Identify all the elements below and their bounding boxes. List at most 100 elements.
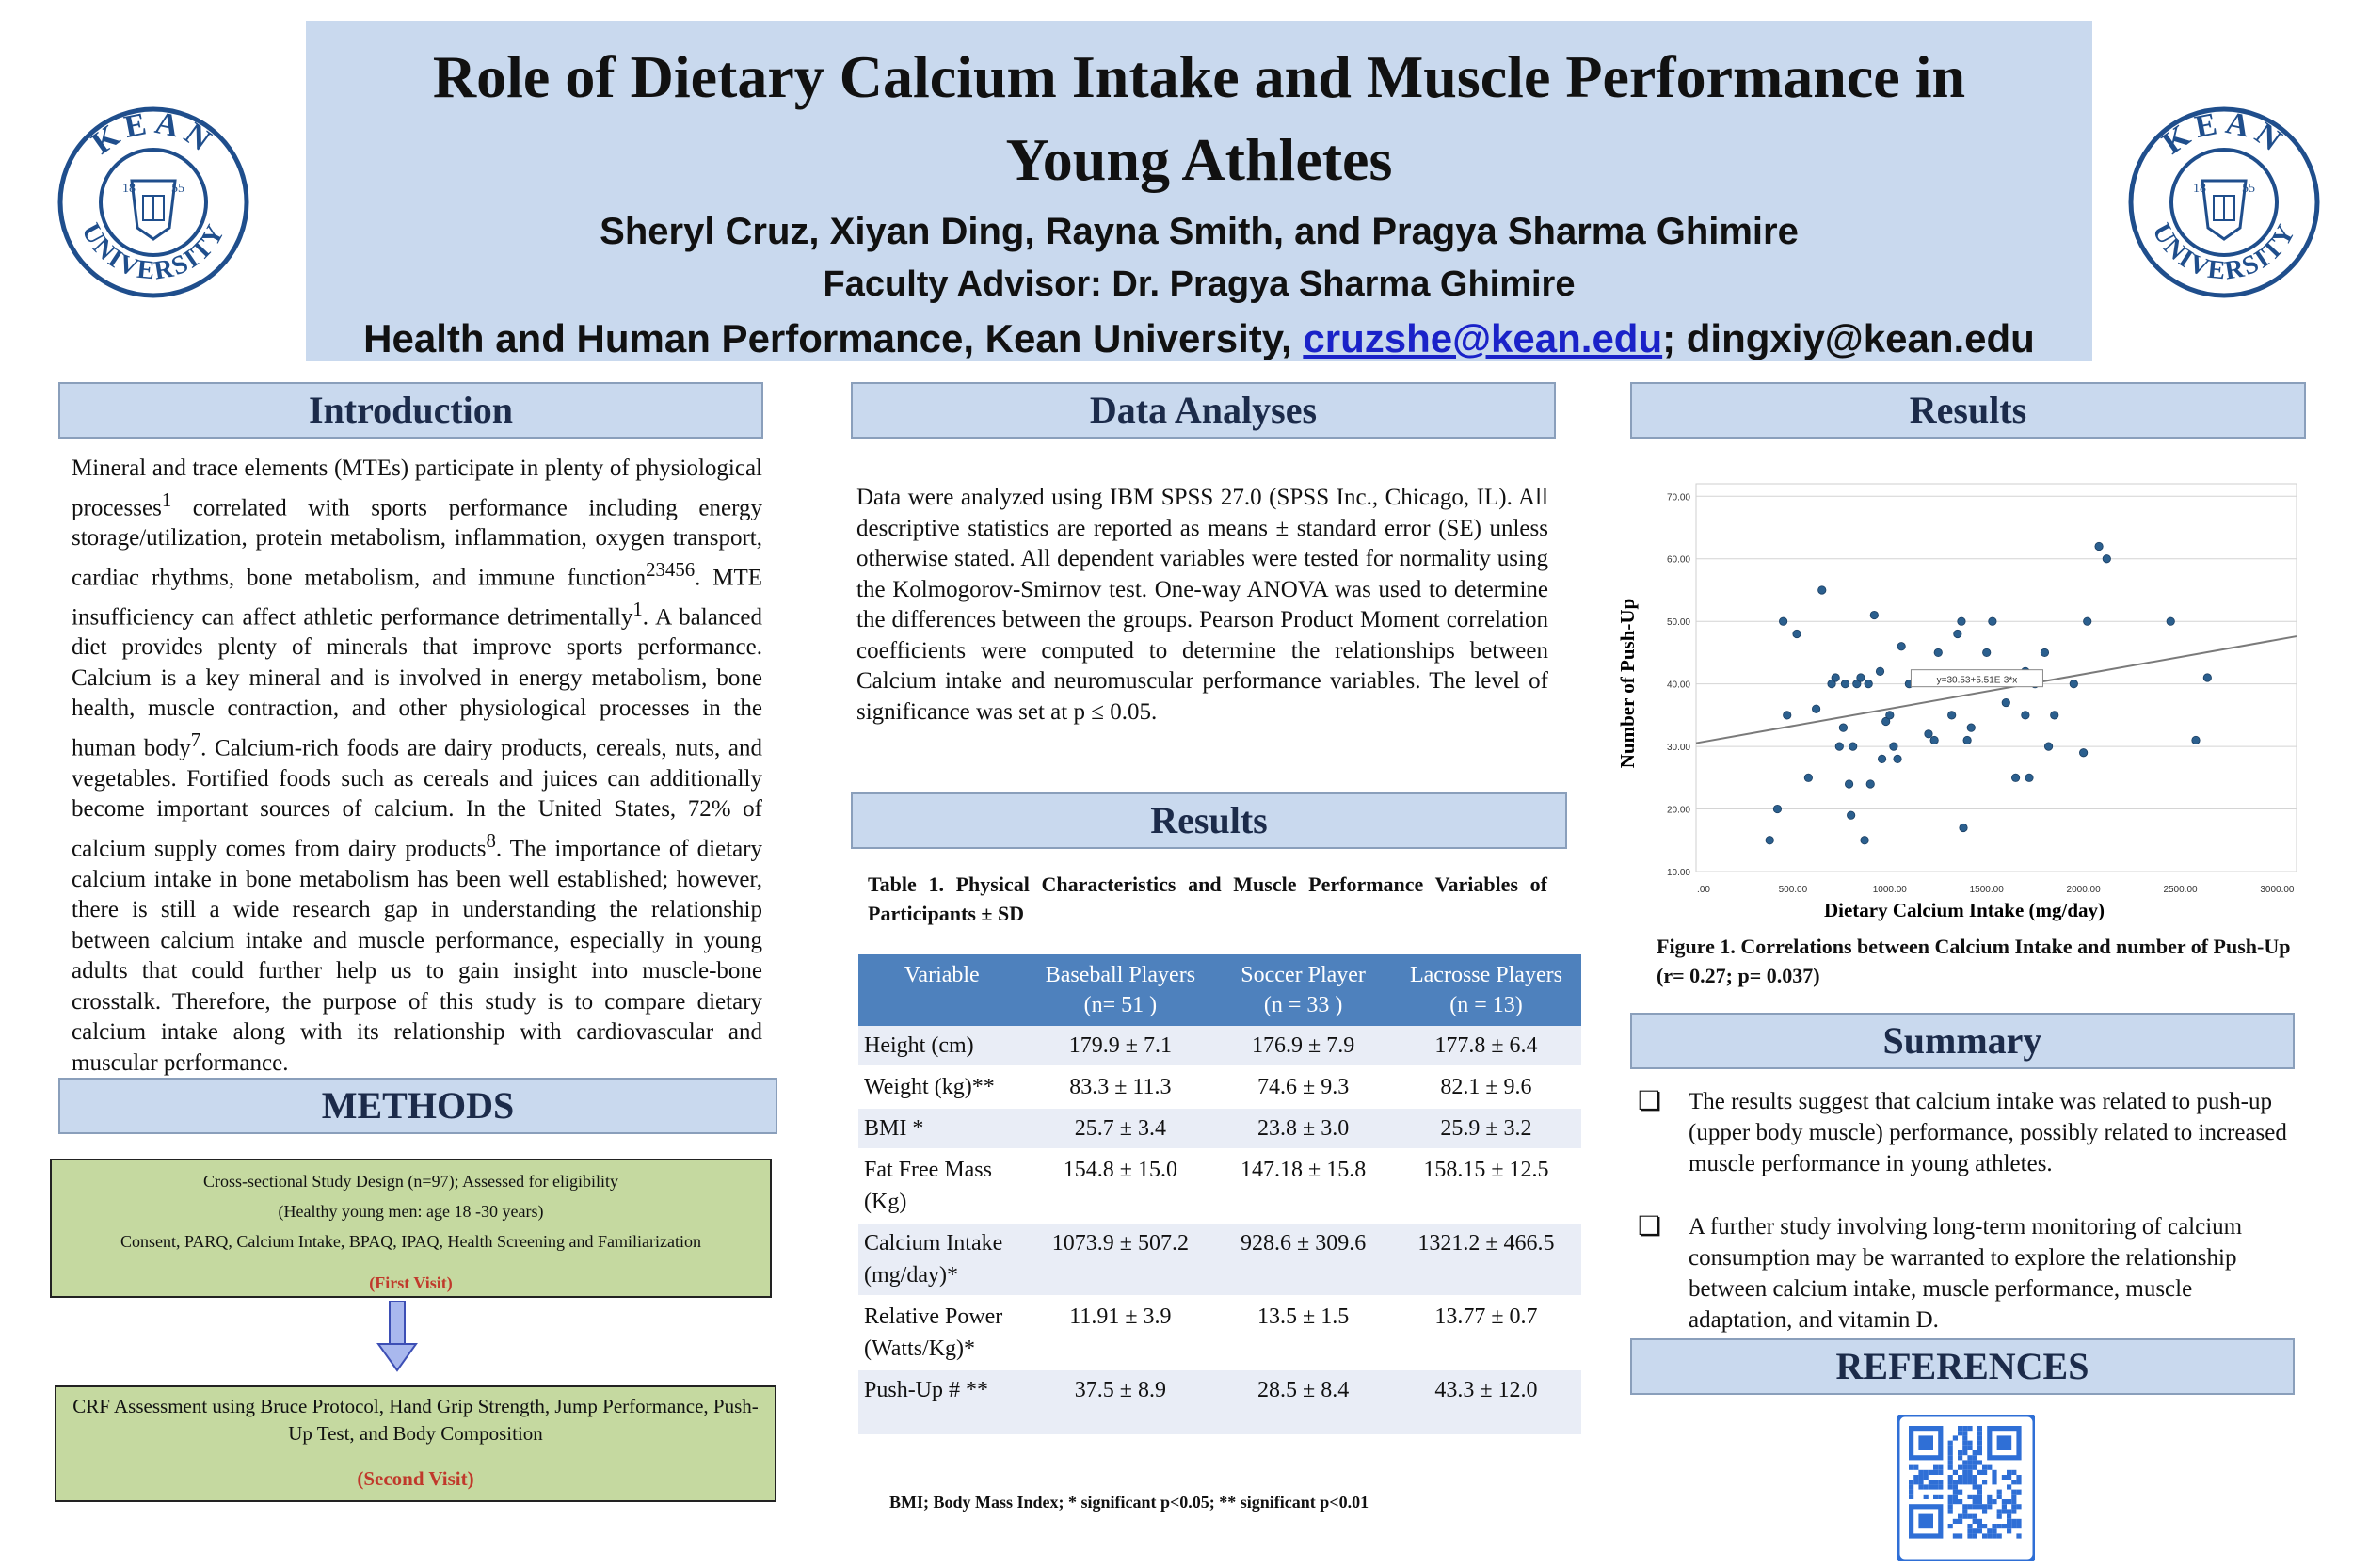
data-point (2021, 711, 2030, 720)
qr-module (2001, 1524, 2007, 1529)
kean-university-logo-left: KEAN UNIVERSITY 18 55 (56, 105, 250, 299)
data-point (2025, 773, 2034, 782)
table-cell: 13.5 ± 1.5 (1215, 1296, 1391, 1370)
qr-module (2016, 1524, 2022, 1529)
data-point (1865, 779, 1875, 789)
qr-module (1962, 1435, 1968, 1441)
qr-module (1996, 1513, 2002, 1519)
qr-module (1909, 1494, 1914, 1499)
x-axis-label: Dietary Calcium Intake (mg/day) (1824, 899, 2105, 921)
qr-module (2007, 1528, 2012, 1534)
table-cell: 43.3 ± 12.0 (1390, 1369, 1581, 1436)
data-point (1779, 616, 1788, 626)
qr-module (1933, 1469, 1939, 1475)
qr-module (1987, 1499, 1993, 1505)
kean-university-logo-right: KEAN UNIVERSITY 18 55 (2127, 105, 2321, 299)
table-cell: 25.7 ± 3.4 (1025, 1108, 1216, 1150)
qr-module (1933, 1484, 1939, 1490)
table-cell-variable: Weight (kg)** (858, 1066, 1026, 1109)
qr-module (1962, 1464, 1968, 1470)
data-analyses-heading: Data Analyses (851, 382, 1556, 439)
table-cell: 154.8 ± 15.0 (1025, 1149, 1216, 1224)
qr-module (1923, 1475, 1929, 1480)
qr-module (1947, 1494, 1953, 1499)
data-point (1803, 773, 1813, 782)
qr-module (2011, 1499, 2017, 1505)
data-point (1881, 716, 1891, 727)
summary-heading: Summary (1630, 1013, 2295, 1069)
scatter-chart: 10.00 20.00 30.00 40.00 50.00 60.00 70.00 .00 50… (1611, 476, 2308, 928)
qr-module (1967, 1426, 1973, 1432)
qr-module (1972, 1504, 1977, 1510)
data-point (1852, 680, 1862, 689)
data-point (1877, 754, 1887, 763)
table-cell-variable: BMI * (858, 1108, 1026, 1150)
methods-heading: METHODS (58, 1078, 777, 1134)
qr-module (1977, 1504, 1982, 1510)
qr-module (1928, 1484, 1933, 1490)
data-point (1864, 680, 1873, 689)
data-point (1817, 585, 1827, 595)
qr-module (1933, 1464, 1939, 1470)
data-point (2010, 773, 2021, 782)
qr-module (1913, 1480, 1919, 1485)
qr-module (2001, 1509, 2007, 1514)
qr-module (1918, 1480, 1924, 1485)
qr-module (1972, 1475, 1977, 1480)
qr-module (1972, 1464, 1977, 1470)
qr-module (1952, 1533, 1958, 1539)
email-link[interactable]: cruzshe@kean.edu (1303, 316, 1663, 360)
table-footnote: BMI; Body Mass Index; * significant p<0.… (889, 1493, 1369, 1512)
qr-module (1996, 1494, 2002, 1499)
figure-caption: Figure 1. Correlations between Calcium I… (1657, 935, 2291, 987)
qr-module (1958, 1533, 1963, 1539)
data-point (2050, 711, 2059, 720)
table-cell: 147.18 ± 15.8 (1215, 1149, 1391, 1224)
y-tick-label: 70.00 (1667, 492, 1690, 503)
table-cell-variable: Calcium Intake (mg/day)* (858, 1223, 1026, 1297)
summary-text: The results suggest that calcium intake … (1689, 1089, 2287, 1176)
data-point (2043, 742, 2054, 751)
table-cell-variable: Height (cm) (858, 1026, 1026, 1067)
qr-module (1967, 1440, 1973, 1446)
table-cell-variable: Relative Power (Watts/Kg)* (858, 1296, 1026, 1370)
qr-module (2001, 1499, 2007, 1505)
methods-line: Cross-sectional Study Design (n=97); Ass… (202, 1172, 619, 1191)
qr-module (2007, 1469, 2012, 1475)
qr-module (1947, 1524, 1953, 1529)
qr-module (1977, 1494, 1982, 1499)
qr-code-icon[interactable] (1895, 1412, 2038, 1566)
qr-module (1947, 1464, 1953, 1470)
qr-module (1967, 1524, 1973, 1529)
qr-module (1992, 1533, 1997, 1539)
qr-module (2016, 1489, 2022, 1495)
qr-module (1958, 1464, 1963, 1470)
data-point (1982, 648, 1992, 658)
qr-module (1928, 1469, 1933, 1475)
data-point (2191, 735, 2201, 745)
table-cell: 25.9 ± 3.2 (1390, 1108, 1581, 1150)
qr-module (1992, 1475, 1997, 1480)
table-cell: 37.5 ± 8.9 (1025, 1369, 1216, 1436)
qr-module (1947, 1509, 1953, 1514)
qr-module (1933, 1480, 1939, 1485)
data-point (2079, 748, 2089, 758)
y-axis-label: Number of Push-Up (1616, 599, 1639, 768)
qr-module (1982, 1509, 1988, 1514)
qr-module (2011, 1489, 2017, 1495)
table-cell: 82.1 ± 9.6 (1390, 1066, 1581, 1109)
qr-module (1987, 1504, 1993, 1510)
qr-module (1977, 1524, 1982, 1529)
fit-line (1695, 635, 2297, 744)
x-tick-label: .00 (1697, 885, 1710, 895)
qr-module (1972, 1484, 1977, 1490)
qr-module (1962, 1431, 1968, 1436)
methods-first-visit-box: Cross-sectional Study Design (n=97); Ass… (50, 1159, 772, 1298)
summary-list: ❏ The results suggest that calcium intak… (1638, 1086, 2297, 1336)
qr-module (1913, 1475, 1919, 1480)
qr-module (1967, 1460, 1973, 1465)
qr-module (1992, 1480, 1997, 1485)
fit-label-box (1910, 669, 2043, 688)
qr-module (2016, 1480, 2022, 1485)
qr-module (1987, 1494, 1993, 1499)
